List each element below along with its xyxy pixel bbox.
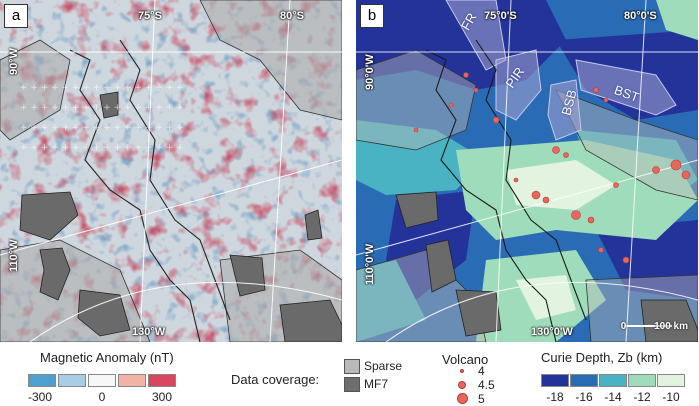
volcano-size-5-icon (457, 393, 468, 404)
magnetic-swatch (88, 374, 116, 387)
volcano-legend-title: Volcano (442, 352, 489, 367)
graticule-label-80s: 80°0'S (624, 10, 657, 22)
curie-tick: -14 (604, 390, 622, 404)
coverage-mf7-swatch (344, 377, 360, 392)
curie-tick: -18 (546, 390, 564, 404)
volcano-size-label: 4 (478, 364, 485, 378)
curie-depth-map (356, 0, 698, 342)
svg-text:+ + + + + + + + + + + + + + +: + + + + + + + + + + + + + + + + (20, 83, 184, 93)
magnetic-anomaly-legend-title: Magnetic Anomaly (nT) (40, 350, 174, 365)
curie-tick: -12 (633, 390, 651, 404)
coverage-legend-title: Data coverage: (231, 372, 320, 387)
graticule-label-110w: 110°W (8, 239, 20, 272)
graticule-label-80s: 80°S (280, 10, 304, 22)
magnetic-tick: -300 (27, 390, 53, 404)
curie-swatch (628, 374, 656, 387)
graticule-label-90w: 90°0'W (364, 54, 376, 90)
volcano-size-4-icon (460, 369, 464, 373)
scale-bar-zero: 0 (620, 321, 627, 332)
svg-text:+ + + + + + + + + + + + + + +: + + + + + + + + + + + + + + + + (20, 143, 184, 153)
volcano-size-4-5-icon (458, 381, 466, 389)
curie-swatch (570, 374, 598, 387)
scale-bar: 0 100 km (621, 321, 688, 332)
magnetic-anomaly-map: + + + + + + + + + + + + + + + + + + + + … (0, 0, 342, 342)
magnetic-swatch (148, 374, 176, 387)
curie-swatch (657, 374, 685, 387)
magnetic-swatch (28, 374, 56, 387)
magnetic-swatch (118, 374, 146, 387)
panel-label: a (4, 4, 28, 28)
svg-text:+ + + + + + + + + + + + + + +: + + + + + + + + + + + + + + + + (20, 123, 184, 133)
curie-tick: -16 (575, 390, 593, 404)
magnetic-tick: 300 (151, 390, 173, 404)
curie-tick: -10 (662, 390, 680, 404)
coverage-sparse-label: Sparse (364, 359, 403, 373)
curie-swatch (541, 374, 569, 387)
svg-text:+ + + + + + + + + + + + + + +: + + + + + + + + + + + + + + + + (20, 103, 184, 113)
graticule-label-110w: 110°0'W (364, 243, 376, 285)
graticule-label-130w: 130°W (132, 326, 166, 338)
coverage-mf7-label: MF7 (364, 377, 388, 391)
coverage-sparse-swatch (344, 359, 360, 374)
curie-depth-legend-title: Curie Depth, Zb (km) (541, 350, 663, 365)
panel-label: b (360, 4, 384, 28)
graticule-label-90w: 90°W (8, 47, 20, 75)
volcano-size-label: 5 (478, 392, 485, 406)
magnetic-swatch (58, 374, 86, 387)
curie-depth-map-panel: b 75°0'S 80°0'S 90°0'W 110°0'W 130°0'W F… (356, 0, 698, 342)
curie-swatch (599, 374, 627, 387)
graticule-label-75s: 75°0'S (484, 10, 517, 22)
magnetic-anomaly-map-panel: + + + + + + + + + + + + + + + + + + + + … (0, 0, 342, 342)
graticule-label-75s: 75°S (138, 10, 162, 22)
scale-bar-distance: 100 km (654, 321, 688, 332)
volcano-size-label: 4.5 (478, 378, 495, 392)
graticule-label-130w: 130°0'W (531, 326, 573, 338)
magnetic-tick: 0 (98, 390, 106, 404)
